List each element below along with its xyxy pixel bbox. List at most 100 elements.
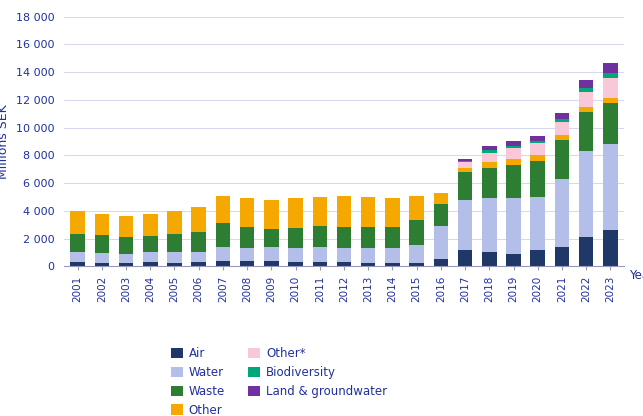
Bar — [506, 254, 521, 266]
Bar — [361, 197, 376, 228]
Bar — [167, 253, 182, 263]
Bar — [240, 198, 255, 228]
Bar — [555, 122, 569, 134]
Bar — [555, 119, 569, 122]
Bar — [458, 172, 473, 200]
Bar — [555, 113, 569, 119]
Bar — [288, 198, 303, 228]
Bar — [119, 254, 133, 263]
Bar — [579, 237, 593, 266]
Bar — [312, 247, 327, 262]
Bar — [312, 197, 327, 226]
Bar — [530, 136, 545, 141]
Bar — [143, 236, 158, 253]
Bar — [337, 248, 351, 262]
Bar — [410, 196, 424, 220]
Bar — [482, 198, 496, 253]
Bar — [192, 232, 206, 252]
Bar — [119, 216, 133, 237]
Bar — [603, 103, 618, 144]
Bar — [264, 229, 278, 247]
Bar — [70, 262, 85, 266]
Bar — [579, 92, 593, 107]
Bar — [530, 197, 545, 250]
Bar — [482, 151, 496, 153]
Bar — [167, 234, 182, 253]
Bar — [192, 207, 206, 232]
Bar — [506, 159, 521, 165]
Bar — [579, 107, 593, 112]
Bar — [385, 263, 400, 266]
Bar — [337, 227, 351, 248]
Legend: Air, Water, Waste, Other, Other*, Biodiversity, Land & groundwater: Air, Water, Waste, Other, Other*, Biodiv… — [171, 347, 387, 416]
Bar — [143, 213, 158, 236]
Bar — [95, 253, 109, 263]
Bar — [530, 250, 545, 266]
Bar — [458, 168, 473, 172]
Bar — [458, 161, 473, 162]
Bar — [264, 200, 278, 229]
Bar — [143, 253, 158, 262]
Bar — [288, 228, 303, 248]
Bar — [579, 112, 593, 151]
Bar — [482, 146, 496, 151]
Bar — [506, 198, 521, 254]
Bar — [95, 263, 109, 266]
Bar — [240, 261, 255, 266]
Bar — [215, 261, 230, 266]
Y-axis label: Millions SEK: Millions SEK — [0, 104, 10, 179]
Bar — [555, 179, 569, 247]
Bar — [410, 220, 424, 245]
Bar — [192, 262, 206, 266]
Bar — [458, 162, 473, 168]
Bar — [337, 262, 351, 266]
Bar — [579, 151, 593, 237]
Bar — [530, 155, 545, 161]
Bar — [482, 168, 496, 198]
Bar — [506, 149, 521, 159]
Bar — [240, 248, 255, 261]
Bar — [603, 78, 618, 99]
Bar — [167, 263, 182, 266]
Bar — [555, 140, 569, 179]
Bar — [433, 193, 448, 204]
Bar — [95, 214, 109, 235]
Bar — [264, 261, 278, 266]
Bar — [70, 234, 85, 253]
Bar — [167, 211, 182, 234]
Bar — [579, 88, 593, 92]
Bar — [119, 263, 133, 266]
Bar — [385, 198, 400, 228]
Bar — [215, 247, 230, 261]
Bar — [361, 228, 376, 248]
Bar — [264, 247, 278, 261]
Bar — [482, 153, 496, 162]
Bar — [530, 141, 545, 143]
Bar — [530, 143, 545, 155]
Bar — [312, 262, 327, 266]
Bar — [192, 252, 206, 262]
Bar — [433, 204, 448, 226]
Bar — [603, 73, 618, 78]
Bar — [410, 245, 424, 263]
Text: Year: Year — [629, 269, 643, 282]
Bar — [555, 134, 569, 140]
Bar — [215, 223, 230, 247]
Bar — [458, 200, 473, 250]
Bar — [603, 230, 618, 266]
Bar — [337, 196, 351, 227]
Bar — [603, 63, 618, 73]
Bar — [603, 144, 618, 230]
Bar — [433, 226, 448, 259]
Bar — [555, 247, 569, 266]
Bar — [433, 259, 448, 266]
Bar — [458, 159, 473, 161]
Bar — [385, 248, 400, 263]
Bar — [506, 141, 521, 146]
Bar — [506, 146, 521, 149]
Bar — [458, 250, 473, 266]
Bar — [119, 237, 133, 254]
Bar — [579, 80, 593, 88]
Bar — [70, 211, 85, 234]
Bar — [240, 228, 255, 248]
